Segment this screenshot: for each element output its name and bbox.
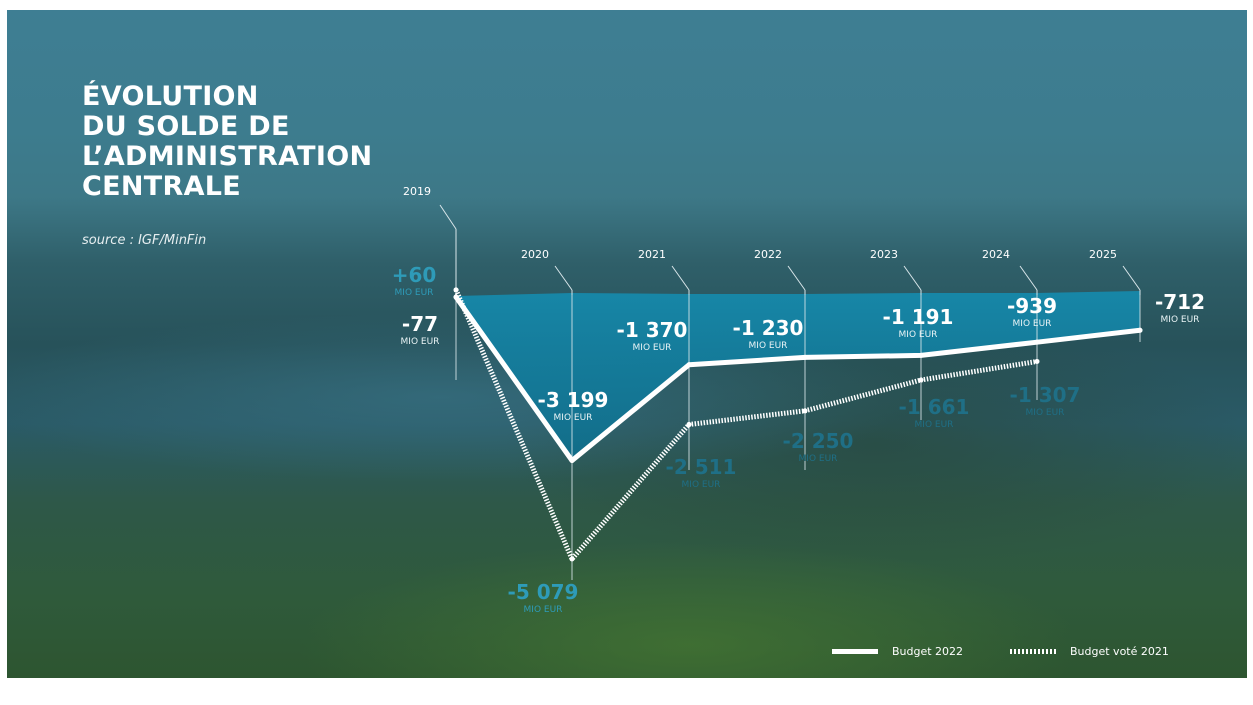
series-line-budget-vote-2021: [453, 288, 1038, 562]
year-label-2021: 2021: [638, 248, 666, 261]
data-label-budget-2022-2022: -1 230: [733, 316, 804, 340]
legend-label-budget-vote-2021: Budget voté 2021: [1070, 644, 1169, 658]
data-unit-budget-2022-2019: MIO EUR: [401, 337, 440, 347]
chart-source: source : IGF/MinFin: [82, 233, 207, 248]
data-label-budget-2022-2024: -939: [1007, 294, 1057, 318]
title-line-2: DU SOLDE DE: [82, 111, 290, 142]
data-unit-budget-vote-2021-2024: MIO EUR: [1026, 408, 1065, 418]
title-line-1: ÉVOLUTION: [82, 81, 259, 112]
year-tick-2020: [554, 265, 573, 291]
point-budget-vote-2021-2019: [453, 287, 459, 293]
data-unit-budget-2022-2020: MIO EUR: [554, 413, 593, 423]
data-label-budget-2022-2025: -712: [1155, 290, 1205, 314]
point-budget-vote-2021-2022: [802, 408, 808, 414]
legend-item-budget-2022: Budget 2022: [832, 643, 963, 659]
point-budget-2022-2021: [686, 362, 692, 368]
point-budget-2022-2023: [918, 352, 924, 358]
legend-item-budget-vote-2021: Budget voté 2021: [1010, 643, 1169, 659]
year-label-2020: 2020: [521, 248, 549, 261]
point-budget-vote-2021-2023: [918, 377, 924, 383]
data-unit-budget-vote-2021-2023: MIO EUR: [915, 420, 954, 430]
data-unit-budget-2022-2024: MIO EUR: [1013, 319, 1052, 329]
data-unit-budget-2022-2023: MIO EUR: [899, 330, 938, 340]
data-unit-budget-vote-2021-2019: MIO EUR: [395, 288, 434, 298]
point-budget-vote-2021-2020: [569, 556, 575, 562]
data-label-budget-vote-2021-2022: -2 250: [783, 429, 854, 453]
point-budget-2022-2020: [569, 458, 575, 464]
legend-solid-line-swatch: [832, 648, 878, 654]
point-budget-vote-2021-2024: [1034, 358, 1040, 364]
year-label-2024: 2024: [982, 248, 1010, 261]
data-unit-budget-vote-2021-2022: MIO EUR: [799, 454, 838, 464]
title-line-3: L’ADMINISTRATION: [82, 141, 373, 172]
point-budget-2022-2022: [802, 354, 808, 360]
year-label-2023: 2023: [870, 248, 898, 261]
data-label-budget-vote-2021-2021: -2 511: [666, 455, 737, 479]
data-label-budget-vote-2021-2020: -5 079: [508, 580, 579, 604]
data-unit-budget-2022-2025: MIO EUR: [1161, 315, 1200, 325]
year-label-2019: 2019: [403, 185, 431, 198]
data-unit-budget-vote-2021-2021: MIO EUR: [682, 480, 721, 490]
legend-dotted-line-swatch: [1010, 648, 1056, 654]
data-unit-budget-2022-2021: MIO EUR: [633, 343, 672, 353]
area-band: [456, 291, 1140, 461]
legend-label-budget-2022: Budget 2022: [892, 644, 964, 658]
chart-title: ÉVOLUTION DU SOLDE DE L’ADMINISTRATION C…: [82, 82, 372, 202]
year-label-2022: 2022: [754, 248, 782, 261]
year-tick-2021: [671, 265, 690, 291]
data-label-budget-2022-2023: -1 191: [883, 305, 954, 329]
year-tick-2019: [439, 204, 457, 230]
data-label-budget-2022-2019: -77: [402, 312, 438, 336]
year-label-2025: 2025: [1089, 248, 1117, 261]
data-label-budget-2022-2021: -1 370: [617, 318, 688, 342]
data-label-budget-vote-2021-2024: -1 307: [1010, 383, 1081, 407]
data-label-budget-2022-2020: -3 199: [538, 388, 609, 412]
point-budget-2022-2025: [1137, 327, 1143, 333]
point-budget-vote-2021-2021: [686, 422, 692, 428]
title-line-4: CENTRALE: [82, 171, 242, 202]
point-budget-2022-2019: [453, 294, 459, 300]
data-unit-budget-vote-2021-2020: MIO EUR: [524, 605, 563, 615]
year-tick-2025: [1122, 265, 1141, 291]
year-tick-2022: [787, 265, 806, 291]
data-label-budget-vote-2021-2023: -1 661: [899, 395, 970, 419]
data-unit-budget-2022-2022: MIO EUR: [749, 341, 788, 351]
year-tick-2023: [903, 265, 922, 291]
data-label-budget-vote-2021-2019: +60: [392, 263, 437, 287]
year-tick-2024: [1019, 265, 1038, 291]
point-budget-2022-2024: [1034, 339, 1040, 345]
